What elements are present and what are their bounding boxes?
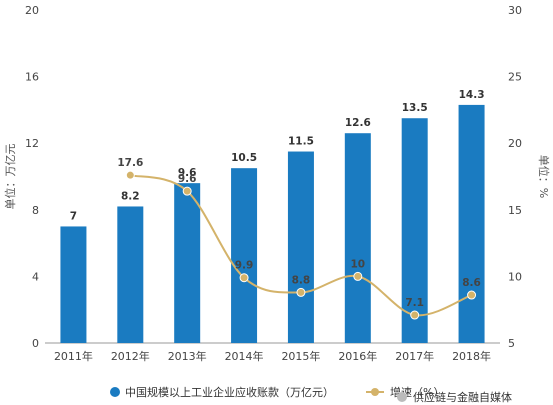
y-right-axis-title: 单位：% [537, 155, 551, 198]
y-left-tick-label: 8 [32, 204, 39, 217]
bar-value-label: 8.2 [121, 190, 140, 202]
line-value-label: 17.6 [117, 157, 143, 169]
y-left-tick-label: 20 [25, 4, 39, 17]
y-left-tick-label: 0 [32, 337, 39, 350]
y-right-tick-label: 25 [508, 71, 522, 84]
line-point [182, 186, 192, 196]
y-left-tick-label: 4 [32, 270, 39, 283]
line-value-label: 8.8 [292, 274, 311, 286]
y-right-tick-label: 15 [508, 204, 522, 217]
bar-value-label: 7 [70, 210, 77, 222]
bar [231, 168, 258, 343]
y-left-tick-label: 16 [25, 71, 39, 84]
y-right-tick-label: 5 [508, 337, 515, 350]
line-point [239, 273, 249, 283]
bar [344, 133, 371, 343]
wechat-icon [397, 392, 407, 402]
bar [401, 118, 428, 343]
y-left-axis-title: 单位：万亿元 [3, 144, 17, 210]
footer: 供应链与金融自媒体 [397, 390, 512, 404]
x-tick-label: 2011年 [54, 349, 93, 363]
bar-value-label: 11.5 [288, 136, 314, 148]
bar [174, 183, 201, 343]
y-right-tick-label: 30 [508, 4, 522, 17]
line-value-label: 9.9 [235, 260, 254, 272]
bar-value-label: 9.6 [178, 167, 197, 179]
x-tick-label: 2013年 [168, 349, 207, 363]
line-value-label: 10 [351, 258, 366, 270]
line-value-label: 9.6 [178, 173, 197, 185]
bar-value-label: 14.3 [459, 89, 485, 101]
x-tick-label: 2018年 [452, 349, 491, 363]
line-point [353, 271, 363, 281]
footer-source: 供应链与金融自媒体 [413, 390, 512, 404]
line-layer: 17.6 9.6 9.9 8.8 10 7.1 8.6 [117, 157, 481, 320]
line-value-label: 7.1 [405, 297, 424, 309]
y-right-tick-label: 20 [508, 137, 522, 150]
legend-line-marker [371, 388, 379, 396]
legend-bar-label: 中国规模以上工业企业应收账款（万亿元） [125, 385, 334, 399]
bar-value-label: 10.5 [231, 152, 257, 164]
line-point [125, 170, 135, 180]
line-value-label: 8.6 [462, 277, 481, 289]
bar [458, 104, 485, 343]
bar-value-label: 12.6 [345, 117, 371, 129]
y-left-tick-label: 12 [25, 137, 39, 150]
x-tick-label: 2012年 [111, 349, 150, 363]
x-tick-label: 2014年 [225, 349, 264, 363]
bar [117, 206, 144, 343]
bar-labels: 7 8.2 9.6 10.5 11.5 12.6 13.5 14.3 [70, 89, 485, 223]
bar-value-label: 13.5 [402, 102, 428, 114]
bar [287, 151, 314, 343]
line-point [410, 310, 420, 320]
legend-bar-swatch [110, 387, 120, 397]
line-point [296, 287, 306, 297]
line-point [467, 290, 477, 300]
x-tick-label: 2016年 [338, 349, 377, 363]
axes: 0 4 8 12 16 20 5 10 15 20 25 30 2011年 2012年 2013年 2014年… [3, 4, 551, 363]
legend: 中国规模以上工业企业应收账款（万亿元） 增速（%） [110, 385, 444, 399]
bar [60, 226, 87, 343]
x-tick-label: 2015年 [281, 349, 320, 363]
bars [60, 104, 485, 343]
y-right-tick-label: 10 [508, 270, 522, 283]
x-tick-label: 2017年 [395, 349, 434, 363]
